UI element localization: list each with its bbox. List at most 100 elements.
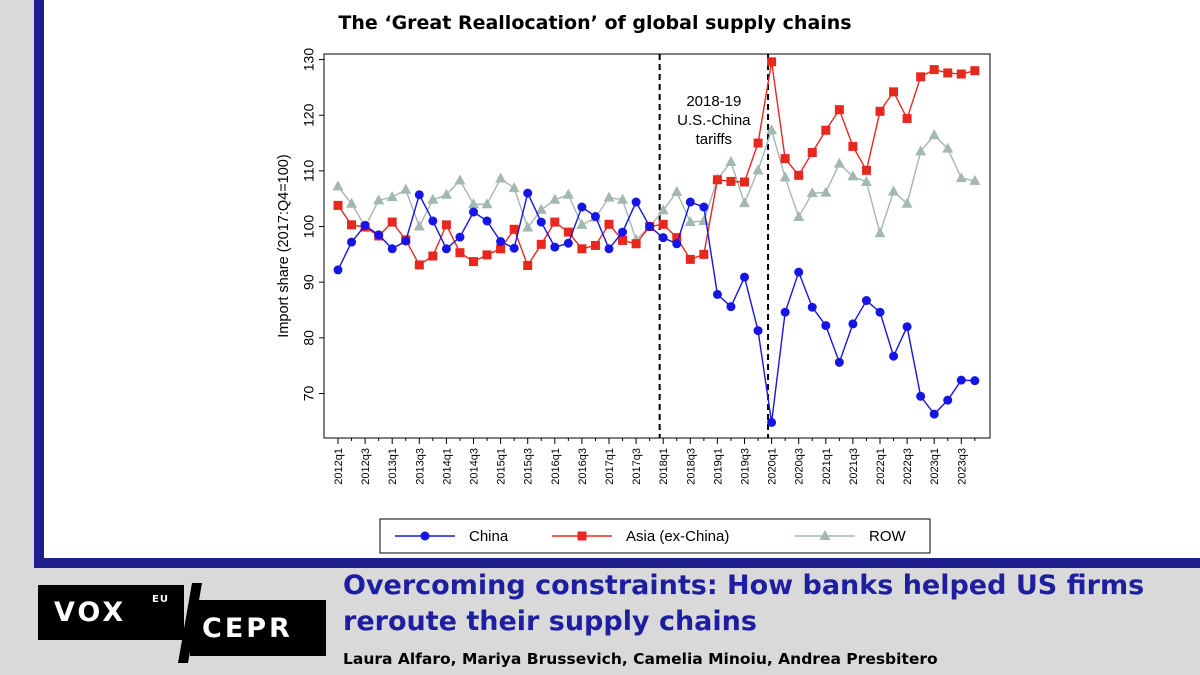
data-point (725, 155, 737, 166)
data-point (496, 237, 506, 247)
x-tick-label: 2022q3 (902, 448, 914, 485)
x-tick-label: 2021q1 (821, 448, 833, 485)
data-point (793, 211, 805, 222)
data-point (347, 220, 357, 230)
data-point (387, 244, 397, 254)
x-tick-label: 2019q3 (740, 448, 752, 485)
annotation-line: 2018-19 (686, 93, 741, 110)
data-point (658, 233, 668, 243)
x-tick-label: 2014q3 (469, 448, 481, 485)
data-point (469, 207, 478, 217)
series-line (337, 191, 975, 423)
data-point (767, 417, 777, 427)
line-chart: 70 80 90 100 110 120 130 Import share (2017:Q4=… (276, 48, 991, 554)
data-point (428, 216, 438, 226)
data-point (454, 174, 466, 185)
x-tick-label: 2017q3 (631, 448, 643, 485)
y-tick-label: 120 (301, 103, 317, 127)
x-tick-label: 2013q3 (414, 448, 426, 485)
data-point (929, 65, 939, 75)
x-tick-label: 2014q1 (441, 448, 453, 485)
data-point (563, 238, 573, 248)
y-tick-label: 100 (301, 215, 317, 239)
legend-label: Asia (ex-China) (626, 528, 729, 545)
data-point (889, 351, 899, 361)
data-point (440, 188, 452, 199)
data-point (672, 233, 682, 243)
data-point (563, 227, 573, 237)
data-point (577, 202, 587, 212)
logo-eu-text: EU (152, 594, 169, 605)
data-point (685, 197, 695, 207)
data-point (970, 376, 980, 386)
data-point (901, 197, 913, 208)
data-point (604, 244, 614, 254)
series-asia-ex-china (333, 57, 980, 270)
data-point (874, 227, 886, 238)
data-point (807, 148, 817, 158)
logo-vox-text: VOX (54, 597, 127, 628)
data-point (916, 72, 926, 82)
data-point (536, 239, 546, 249)
data-point (401, 236, 411, 246)
x-tick-label: 2022q1 (875, 448, 887, 485)
data-point (712, 175, 722, 185)
data-point (645, 222, 655, 232)
tariff-annotation: 2018-19 U.S.-China tariffs (677, 93, 751, 148)
x-tick-label: 2021q3 (848, 448, 860, 485)
data-point (766, 124, 778, 135)
data-point (739, 197, 750, 208)
data-point (847, 170, 859, 181)
x-tick-label: 2023q3 (956, 448, 968, 485)
data-point (888, 185, 900, 196)
data-point (657, 204, 669, 215)
data-point (590, 212, 600, 222)
data-point (780, 307, 790, 317)
data-point (848, 141, 858, 151)
annotation-line: U.S.-China (677, 112, 751, 129)
data-point (347, 237, 357, 247)
data-point (427, 193, 439, 204)
data-point (604, 219, 614, 229)
data-point (535, 203, 547, 214)
data-point (916, 391, 926, 401)
x-tick-label: 2020q3 (794, 448, 806, 485)
y-tick-label: 70 (301, 385, 317, 401)
legend-swatch-marker (819, 530, 831, 540)
data-point (631, 197, 641, 207)
data-point (928, 129, 940, 140)
x-tick-label: 2015q3 (523, 448, 535, 485)
data-point (889, 87, 899, 97)
data-point (752, 164, 764, 175)
article-headline[interactable]: Overcoming constraints: How banks helped… (343, 570, 1145, 637)
data-point (740, 177, 749, 187)
data-point (806, 187, 818, 198)
y-tick-label: 130 (301, 48, 317, 72)
data-point (631, 239, 641, 249)
data-point (523, 260, 533, 270)
data-point (780, 154, 790, 164)
data-point (658, 219, 668, 229)
data-point (374, 230, 384, 240)
data-point (441, 244, 451, 254)
article-authors: Laura Alfaro, Mariya Brussevich, Camelia… (343, 650, 938, 668)
data-point (468, 198, 479, 209)
data-point (740, 272, 749, 282)
legend-swatch-marker (577, 531, 587, 541)
series-group (332, 57, 981, 427)
data-point (562, 188, 574, 199)
data-point (753, 138, 763, 148)
data-point (618, 227, 628, 237)
x-tick-label: 2012q1 (333, 448, 345, 485)
data-point (618, 235, 628, 245)
data-point (482, 250, 492, 260)
x-tick-label: 2018q3 (685, 448, 697, 485)
data-point (509, 224, 519, 234)
y-tick-label: 80 (301, 330, 317, 346)
data-point (550, 242, 560, 252)
data-point (482, 216, 492, 226)
data-point (509, 243, 519, 253)
voxeu-logo: VOX EU (38, 585, 184, 640)
data-point (699, 249, 709, 259)
x-tick-label: 2015q1 (496, 448, 508, 485)
